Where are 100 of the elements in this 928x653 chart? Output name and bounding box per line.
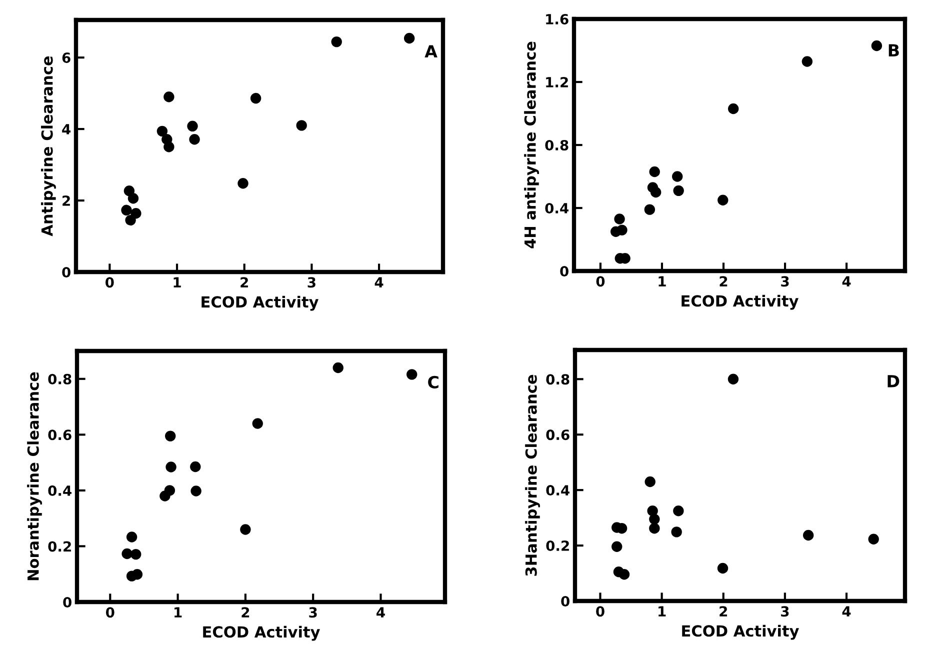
point [717, 562, 728, 574]
x-tick-label: 0 [106, 607, 114, 618]
point [406, 369, 418, 380]
x-tick-label: 2 [240, 277, 248, 288]
point [649, 166, 660, 178]
y-axis-title: 4H antipyrine Clearance [524, 42, 539, 248]
y-tick-label: 0 [62, 266, 70, 278]
y-tick-label: 0.4 [545, 202, 568, 214]
y-tick-label: 2 [62, 195, 70, 206]
point [728, 103, 739, 114]
y-tick-label: 1.6 [546, 14, 568, 24]
point [130, 548, 142, 560]
point [647, 506, 658, 516]
y-tick-label: 1.2 [546, 76, 568, 88]
point [240, 524, 251, 535]
point [164, 485, 176, 496]
x-tick-label: 1 [658, 276, 666, 286]
x-axis-title: ECOD Activity [203, 626, 320, 641]
y-tick-label: 4 [62, 124, 70, 134]
point [802, 530, 814, 541]
annotation: D [888, 375, 900, 388]
point [871, 40, 882, 52]
point [190, 461, 201, 472]
x-tick-label: 4 [842, 606, 851, 616]
point [164, 142, 174, 152]
x-tick-label: 4 [376, 607, 385, 618]
y-tick-label: 6 [62, 52, 70, 64]
point [132, 569, 143, 580]
y-axis-title: Antipyrine Clearance [41, 56, 56, 236]
x-tick-label: 4 [842, 276, 851, 286]
y-tick-label: 0.2 [48, 541, 71, 552]
annotation: C [428, 376, 438, 388]
y-tick-label: 0.8 [545, 140, 568, 150]
x-tick-label: 1 [174, 277, 181, 288]
point [673, 506, 684, 516]
x-tick-label: 3 [308, 277, 316, 288]
annotation: A [424, 45, 438, 58]
point [296, 120, 307, 131]
point [164, 92, 174, 102]
y-tick-label: 0 [561, 596, 570, 606]
point [122, 548, 132, 560]
point [644, 204, 656, 215]
x-tick-label: 2 [720, 276, 728, 286]
x-tick-label: 1 [174, 607, 182, 618]
point [238, 178, 248, 189]
y-tick-label: 0.4 [48, 485, 72, 496]
y-tick-label: 0.8 [48, 374, 72, 384]
point [125, 214, 136, 226]
y-tick-label: 0.2 [546, 540, 569, 552]
y-tick-label: 0 [560, 266, 568, 276]
point [650, 186, 662, 198]
point [156, 126, 168, 137]
point [252, 418, 263, 429]
x-tick-label: 3 [309, 607, 317, 618]
point [331, 36, 342, 48]
point [190, 486, 202, 496]
point [868, 534, 879, 545]
x-axis-title: ECOD Activity [202, 296, 318, 311]
point [618, 569, 630, 580]
point [614, 214, 625, 224]
x-tick-label: 3 [781, 606, 789, 617]
y-tick-label: 0.8 [546, 374, 570, 385]
x-tick-label: 2 [242, 607, 250, 618]
x-tick-label: 4 [374, 277, 384, 288]
y-tick-label: 0.6 [48, 430, 72, 440]
y-axis-title: Norantipyrine Clearance [27, 372, 42, 580]
y-tick-label: 0.4 [546, 485, 570, 496]
point [728, 374, 739, 384]
point [128, 193, 139, 204]
point [673, 185, 684, 196]
point [644, 476, 656, 488]
x-axis-title: ECOD Activity [682, 624, 799, 640]
point [802, 56, 813, 67]
x-tick-label: 2 [720, 606, 727, 616]
point [250, 92, 262, 104]
point [616, 224, 628, 236]
point [166, 462, 176, 472]
x-tick-label: 1 [658, 606, 666, 616]
point [121, 204, 132, 216]
point [187, 120, 198, 132]
point [165, 430, 176, 442]
x-tick-label: 3 [781, 276, 789, 287]
point [672, 171, 683, 182]
point [189, 134, 200, 145]
x-tick-label: 0 [596, 276, 605, 287]
point [671, 526, 682, 538]
point [649, 514, 660, 525]
x-tick-label: 0 [106, 277, 114, 288]
point [718, 194, 728, 206]
point [332, 362, 344, 374]
y-tick-label: 0 [63, 596, 72, 608]
point [130, 208, 142, 219]
point [612, 541, 622, 552]
x-tick-label: 0 [596, 606, 604, 617]
annotation: B [888, 44, 899, 56]
point [649, 522, 660, 534]
point [404, 32, 415, 44]
y-axis-title: 3Hantipyrine Clearance [525, 374, 540, 576]
x-axis-title: ECOD Activity [682, 294, 798, 310]
point [124, 186, 135, 196]
